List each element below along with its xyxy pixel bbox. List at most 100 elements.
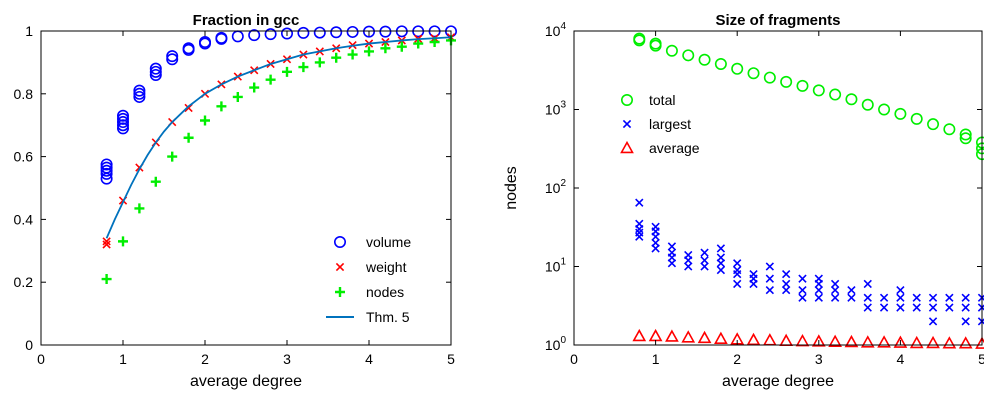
point-largest <box>765 262 775 271</box>
x-tick-label: 1 <box>119 351 127 367</box>
legend-marker-nodes <box>335 287 345 297</box>
point-nodes <box>101 274 112 285</box>
point-average <box>632 328 647 342</box>
y-tick-base: 10 <box>545 180 561 196</box>
legend-label-largest: largest <box>649 116 691 132</box>
legend-label-thm-5: Thm. 5 <box>366 309 410 325</box>
plot-area <box>632 32 984 349</box>
point-total <box>878 103 891 116</box>
point-nodes <box>216 101 227 112</box>
y-tick-exponent: 1 <box>560 257 566 268</box>
point-largest <box>716 265 726 275</box>
axes-frame <box>573 30 983 346</box>
point-volume <box>166 53 179 66</box>
y-tick-label: 0 <box>25 337 33 353</box>
y-tick-label: 102 <box>545 178 567 196</box>
point-nodes <box>413 38 424 49</box>
point-volume <box>362 25 375 38</box>
point-volume <box>149 62 162 75</box>
point-total <box>829 88 842 101</box>
point-total <box>894 107 907 120</box>
point-largest <box>977 293 984 302</box>
point-largest <box>896 303 905 312</box>
point-volume <box>100 167 113 180</box>
point-largest <box>781 285 791 295</box>
point-nodes <box>183 132 194 143</box>
point-nodes <box>200 115 210 126</box>
series-total <box>633 32 984 161</box>
point-total <box>927 118 940 131</box>
point-average <box>795 333 810 347</box>
point-average <box>877 335 891 348</box>
point-largest <box>830 293 840 302</box>
series-thm-5 <box>105 36 452 239</box>
point-average <box>844 334 859 348</box>
point-nodes <box>249 82 260 93</box>
point-largest <box>863 279 872 289</box>
point-volume <box>100 164 113 177</box>
point-total <box>682 49 695 62</box>
point-average <box>860 335 875 348</box>
point-volume <box>313 26 326 39</box>
point-largest <box>667 259 677 268</box>
point-total <box>796 79 809 92</box>
point-average <box>909 335 924 349</box>
point-total <box>943 123 956 136</box>
legend: total largest average <box>620 92 700 156</box>
y-tick-exponent: 2 <box>560 178 566 189</box>
series-largest <box>635 198 984 326</box>
point-volume <box>248 29 261 42</box>
legend-marker-total <box>620 94 633 107</box>
point-volume <box>133 84 146 97</box>
point-largest <box>781 279 791 289</box>
point-average <box>681 330 696 343</box>
point-largest <box>700 248 709 257</box>
point-total <box>698 53 711 66</box>
point-total <box>633 34 646 47</box>
point-largest <box>928 303 938 312</box>
point-largest <box>684 262 693 271</box>
point-largest <box>635 232 644 241</box>
y-tick-label: 0.8 <box>14 86 34 102</box>
x-tick-label: 5 <box>978 351 984 367</box>
point-volume <box>117 112 130 125</box>
point-weight <box>102 237 111 246</box>
x-tick-label: 2 <box>733 351 741 367</box>
point-nodes <box>347 49 358 60</box>
point-largest <box>798 274 807 283</box>
point-largest <box>977 303 984 312</box>
point-nodes <box>167 151 178 162</box>
point-total <box>731 62 744 75</box>
point-average <box>665 329 679 342</box>
point-nodes <box>232 91 243 102</box>
point-largest <box>847 293 856 302</box>
y-tick-label: 103 <box>545 100 567 118</box>
point-largest <box>847 285 856 295</box>
point-largest <box>765 274 775 283</box>
point-nodes <box>298 62 309 73</box>
point-largest <box>765 285 775 295</box>
y-tick-base: 10 <box>545 102 561 118</box>
point-volume <box>100 161 113 174</box>
point-volume <box>117 119 130 132</box>
point-largest <box>700 256 709 265</box>
point-largest <box>651 244 660 253</box>
point-nodes <box>150 176 161 187</box>
legend-marker-volume <box>333 236 346 249</box>
point-total <box>812 84 825 97</box>
point-average <box>975 336 984 349</box>
y-tick-label: 0.2 <box>14 274 34 290</box>
point-nodes <box>134 203 145 214</box>
legend-marker-average <box>620 140 634 154</box>
y-tick-label: 100 <box>545 335 567 353</box>
point-largest <box>896 285 905 295</box>
x-tick-label: 0 <box>570 351 578 367</box>
y-tick-exponent: 0 <box>560 335 566 346</box>
plot-area <box>100 25 457 285</box>
point-nodes <box>396 41 407 52</box>
x-tick-label: 1 <box>652 351 660 367</box>
point-average <box>648 328 663 342</box>
point-volume <box>346 25 359 38</box>
point-largest <box>667 242 677 251</box>
